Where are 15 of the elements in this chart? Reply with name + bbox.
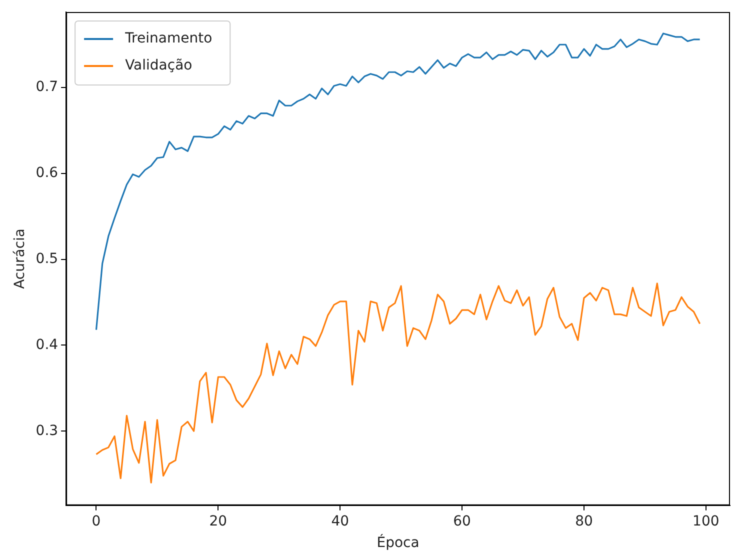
x-tick-label: 100 <box>692 513 720 530</box>
x-tick-label: 0 <box>92 513 101 530</box>
x-tick-label: 80 <box>575 513 593 530</box>
y-tick-label: 0.6 <box>36 165 58 182</box>
y-tick-label: 0.7 <box>36 79 58 96</box>
y-tick-label: 0.5 <box>36 250 58 267</box>
x-tick-label: 60 <box>453 513 471 530</box>
legend-label: Treinamento <box>124 30 212 47</box>
y-tick-label: 0.3 <box>36 422 58 439</box>
x-tick-label: 40 <box>331 513 350 530</box>
x-axis-title: Época <box>376 534 420 552</box>
x-tick-label: 20 <box>209 513 228 530</box>
y-axis-title: Acurácia <box>12 228 28 289</box>
y-tick-label: 0.4 <box>36 336 58 353</box>
legend-label: Validação <box>125 58 192 74</box>
